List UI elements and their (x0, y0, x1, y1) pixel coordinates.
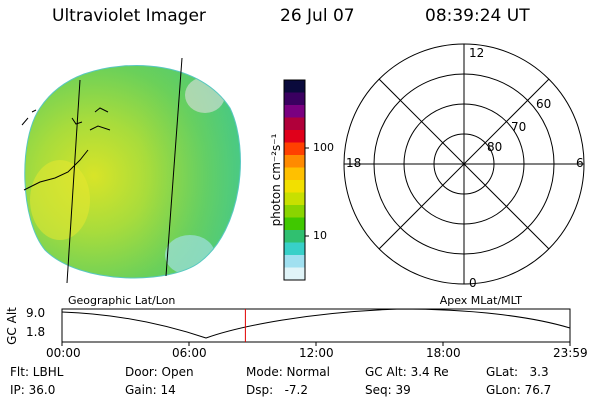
info-door: Door: Open (125, 365, 194, 379)
instrument-title: Ultraviolet Imager (52, 6, 206, 26)
polar-label-6: 6 (576, 156, 584, 170)
polar-label-70: 70 (511, 120, 527, 134)
apex-caption: Apex MLat/MLT (439, 294, 522, 307)
colorbar-cell (284, 117, 305, 131)
colorbar-cell (284, 255, 305, 268)
geographic-caption: Geographic Lat/Lon (68, 294, 176, 307)
polar-label-18: 18 (346, 156, 362, 170)
colorbar-cell (284, 267, 305, 281)
colorbar-cell (284, 105, 305, 118)
colorbar-cell (284, 205, 305, 218)
polar-grid (343, 43, 585, 285)
xtick-1200: 12:00 (299, 346, 334, 360)
info-gain: Gain: 14 (125, 383, 176, 397)
colorbar-label-100: 100 (313, 141, 334, 154)
info-ip: IP: 36.0 (10, 383, 56, 397)
colorbar-cell (284, 242, 305, 256)
colorbar-cell (284, 167, 305, 181)
colorbar-cell (284, 80, 305, 93)
altitude-axis-label: GC Alt (5, 307, 19, 345)
info-glat: GLat: 3.3 (486, 365, 549, 379)
colorbar-unit-label: photon cm⁻²s⁻¹ (269, 133, 283, 227)
altitude-ytick-low: 1.8 (26, 325, 46, 339)
xtick-0000: 00:00 (46, 346, 81, 360)
polar-label-80: 80 (487, 140, 503, 154)
altitude-ytick-high: 9.0 (26, 306, 46, 320)
colorbar-cell (284, 217, 305, 231)
colorbar (284, 80, 305, 281)
altitude-curve (61, 308, 571, 339)
observation-time: 08:39:24 UT (425, 6, 530, 26)
observation-date: 26 Jul 07 (280, 6, 355, 26)
xtick-1800: 18:00 (426, 346, 461, 360)
colorbar-cell (284, 155, 305, 168)
info-filter: Flt: LBHL (10, 365, 64, 379)
polar-label-60: 60 (536, 97, 552, 111)
info-seq: Seq: 39 (365, 383, 411, 397)
polar-label-0: 0 (469, 276, 477, 290)
info-mode: Mode: Normal (246, 365, 330, 379)
colorbar-label-10: 10 (313, 229, 327, 242)
colorbar-cell (284, 130, 305, 143)
xtick-0600: 06:00 (172, 346, 207, 360)
colorbar-cell (284, 192, 305, 206)
xtick-2359: 23:59 (553, 346, 588, 360)
colorbar-cell (284, 230, 305, 243)
info-glon: GLon: 76.7 (486, 383, 552, 397)
geographic-grid-lines (66, 57, 183, 284)
info-gc-alt: GC Alt: 3.4 Re (365, 365, 449, 379)
colorbar-cell (284, 142, 305, 156)
coastlines (21, 107, 111, 191)
colorbar-cell (284, 180, 305, 193)
polar-label-12: 12 (469, 46, 485, 60)
colorbar-cell (284, 92, 305, 106)
colorbar-frame (283, 79, 306, 281)
info-dsp: Dsp: -7.2 (246, 383, 309, 397)
altitude-plot (61, 308, 571, 346)
earth-disk-image (24, 65, 241, 279)
